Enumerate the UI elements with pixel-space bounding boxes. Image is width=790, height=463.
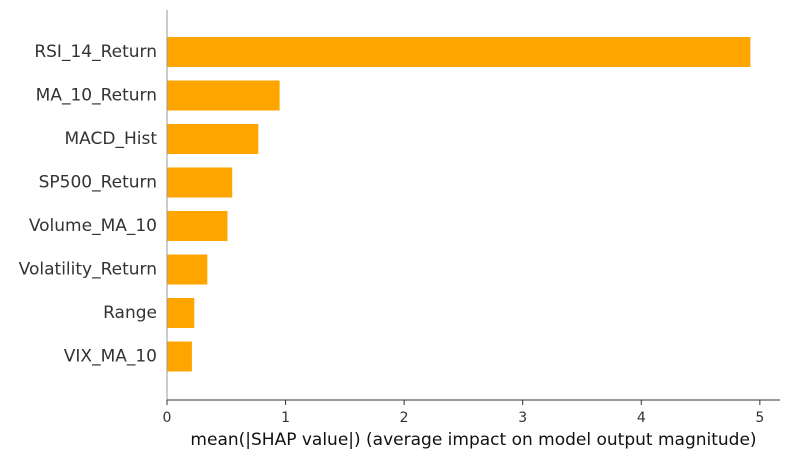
y-tick-label-range: Range <box>103 303 157 323</box>
bar-volatility-return <box>167 254 208 285</box>
bar-range <box>167 298 195 328</box>
y-tick-label-vix-ma-10: VIX_MA_10 <box>64 347 157 367</box>
y-tick-label-macd-hist: MACD_Hist <box>65 129 158 149</box>
bar-volume-ma-10 <box>167 211 228 241</box>
x-tick-label-1: 1 <box>281 410 290 426</box>
x-ticks: 0 1 2 3 4 5 <box>163 400 764 426</box>
x-tick-label-2: 2 <box>400 410 409 426</box>
bar-macd-hist <box>167 124 259 154</box>
y-tick-label-sp500-return: SP500_Return <box>39 173 157 193</box>
y-tick-label-ma-10-return: MA_10_Return <box>36 86 157 106</box>
y-tick-label-volume-ma-10: Volume_MA_10 <box>29 216 157 236</box>
x-tick-label-0: 0 <box>163 410 172 426</box>
y-tick-label-rsi-14-return: RSI_14_Return <box>34 42 157 62</box>
bars-layer <box>167 37 751 372</box>
bar-sp500-return <box>167 167 233 198</box>
y-tick-label-volatility-return: Volatility_Return <box>19 260 157 280</box>
x-axis-label: mean(|SHAP value|) (average impact on mo… <box>190 430 756 450</box>
bar-ma-10-return <box>167 80 280 111</box>
bar-rsi-14-return <box>167 37 751 67</box>
x-tick-label-4: 4 <box>637 410 646 426</box>
y-tick-labels: RSI_14_Return MA_10_Return MACD_Hist SP500_… <box>19 42 158 367</box>
x-tick-label-3: 3 <box>518 410 527 426</box>
bar-vix-ma-10 <box>167 341 192 372</box>
x-tick-label-5: 5 <box>755 410 764 426</box>
